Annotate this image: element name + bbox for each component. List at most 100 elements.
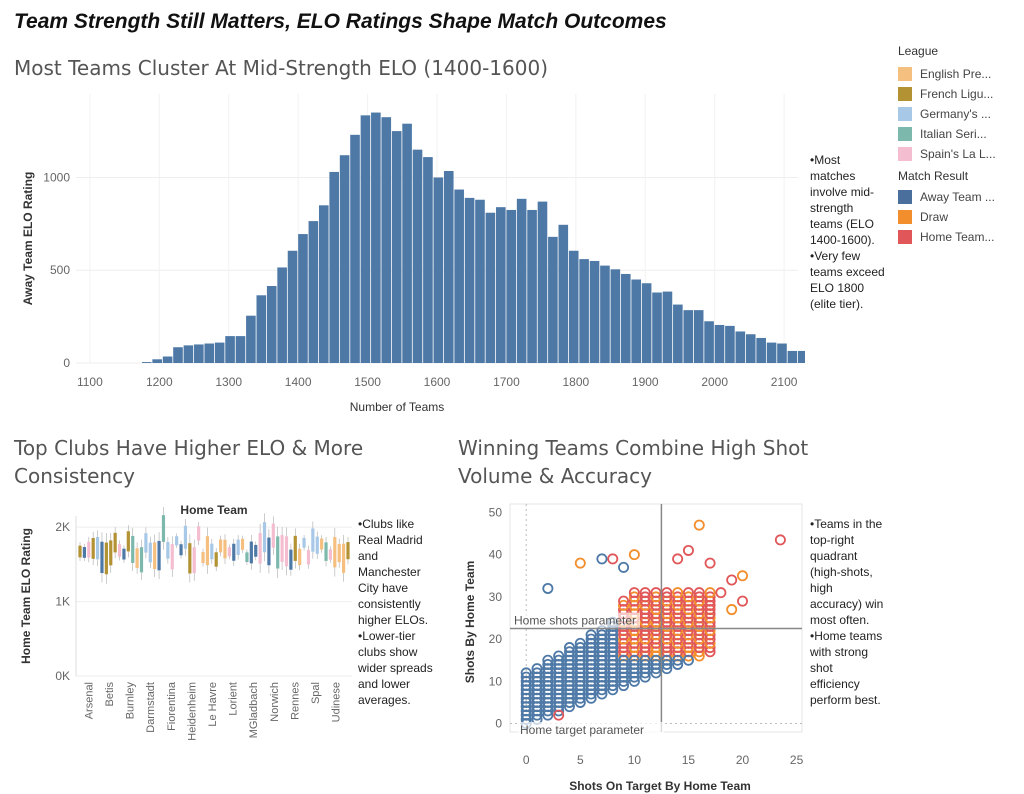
scatter-point	[596, 629, 608, 641]
scatter-point	[650, 587, 662, 599]
league-legend-swatch	[898, 87, 912, 101]
boxplot-box	[254, 544, 258, 557]
histogram-bar	[464, 197, 475, 363]
scatter-point	[661, 591, 673, 603]
elo-histogram-chart[interactable]: 0 500 1000 1100 1200 1300 1400 1500 1600 1700 1800…	[0, 88, 805, 418]
boxplot-box	[236, 539, 240, 555]
y-tick-label: 30	[489, 590, 503, 604]
scatter-point	[618, 654, 630, 666]
boxplot-box	[197, 526, 201, 541]
x-tick-label: 1800	[562, 375, 589, 389]
histogram-bar	[454, 189, 464, 363]
x-tick-label: 1500	[354, 375, 381, 389]
scatter-point	[737, 595, 749, 607]
x-tick-label: 1400	[285, 375, 312, 389]
shots-scatter-chart[interactable]: 0 10 20 30 40 50 0 5 10 15 20 25 Home shots paramete…	[450, 496, 810, 794]
boxplot-box	[139, 547, 144, 573]
scatter-point	[628, 591, 640, 603]
home-target-reference-label: Home target parameter	[520, 723, 644, 737]
boxplot-box	[240, 538, 245, 550]
scatter-point	[628, 587, 640, 599]
result-legend-swatch	[898, 230, 912, 244]
result-legend-item[interactable]: Away Team ...	[898, 187, 1018, 207]
scatter-point	[661, 658, 673, 670]
histogram-bar	[423, 157, 433, 363]
histogram-bar	[475, 199, 485, 363]
league-legend-swatch	[898, 107, 912, 121]
scatter-point	[639, 591, 651, 603]
y-tick-label: 20	[489, 632, 503, 646]
histogram-bar	[173, 347, 183, 363]
home-shots-reference-label: Home shots parameter	[514, 614, 636, 628]
x-tick-label: Betis	[104, 682, 116, 707]
league-legend-label: Spain's La L...	[920, 147, 996, 161]
scatter-point	[618, 599, 630, 611]
league-legend-label: Italian Seri...	[920, 127, 987, 141]
scatter-point	[628, 654, 640, 666]
histogram-bar	[339, 155, 350, 363]
x-tick-label: Udinese	[331, 682, 343, 722]
boxplot-box	[109, 540, 113, 566]
league-legend-label: English Pre...	[920, 67, 992, 81]
x-tick-label: Darmstadt	[145, 682, 157, 733]
boxplot-box	[87, 541, 91, 558]
league-legend-item[interactable]: Germany's ...	[898, 104, 1018, 124]
histogram-bars	[141, 112, 805, 364]
y-tick-label: 1000	[43, 170, 70, 184]
result-legend-label: Draw	[920, 210, 949, 224]
histogram-bar	[287, 250, 298, 363]
result-legend-item[interactable]: Home Team...	[898, 227, 1018, 247]
histogram-bar	[318, 205, 329, 363]
scatter-point	[726, 604, 738, 616]
scatter-title: Winning Teams Combine High Shot Volume &…	[458, 436, 809, 488]
histogram-bar	[246, 315, 256, 363]
boxplot-box	[179, 544, 183, 556]
scatter-point	[618, 561, 630, 573]
scatter-point	[520, 671, 532, 683]
boxplot-box	[153, 542, 157, 570]
boxplot-box	[337, 544, 341, 563]
league-legend-label: Germany's ...	[920, 107, 991, 121]
histogram-bar	[443, 170, 454, 363]
league-legend-item[interactable]: French Ligu...	[898, 84, 1018, 104]
scatter-point	[585, 629, 597, 641]
club-elo-boxplot[interactable]: Home Team 0K 1K 2K Arsenal Betis Burnley Darmst…	[0, 496, 360, 792]
boxplot-box	[214, 552, 218, 567]
x-tick-label: 15	[682, 753, 696, 767]
x-tick-label: Lorient	[228, 682, 240, 716]
boxplot-box	[258, 533, 262, 564]
histogram-bar	[620, 273, 631, 363]
histogram-bar	[194, 344, 204, 363]
histogram-bar	[600, 265, 610, 363]
scatter-point	[542, 654, 554, 666]
histogram-bar	[662, 291, 673, 363]
scatter-point	[574, 637, 586, 649]
boxplot-box	[284, 536, 289, 567]
histogram-bar	[610, 269, 621, 363]
boxplot-box	[324, 542, 328, 561]
boxplot-box	[201, 552, 205, 563]
scatter-points	[520, 519, 786, 730]
result-legend-item[interactable]: Draw	[898, 207, 1018, 227]
histogram-bar	[360, 115, 371, 364]
boxplot-box	[131, 535, 135, 563]
histogram-bar	[527, 209, 537, 363]
x-tick-label: 25	[790, 753, 804, 767]
scatter-point	[553, 650, 565, 662]
league-legend-item[interactable]: English Pre...	[898, 64, 1018, 84]
x-tick-label: 1300	[215, 375, 242, 389]
scatter-point	[563, 646, 575, 658]
histogram-bar	[548, 236, 558, 363]
boxplot-box	[298, 548, 302, 566]
x-tick-label: Burnley	[125, 682, 137, 720]
boxplot-box	[117, 544, 122, 557]
boxplot-box	[227, 547, 231, 557]
boxplot-box	[126, 531, 130, 552]
histogram-title: Most Teams Cluster At Mid-Strength ELO (…	[14, 56, 549, 80]
scatter-point	[704, 557, 716, 569]
league-legend-item[interactable]: Italian Seri...	[898, 124, 1018, 144]
boxplot-box	[135, 548, 139, 568]
x-tick-label: Norwich	[269, 682, 281, 722]
league-legend-item[interactable]: Spain's La L...	[898, 144, 1018, 164]
scatter-point	[682, 544, 694, 556]
